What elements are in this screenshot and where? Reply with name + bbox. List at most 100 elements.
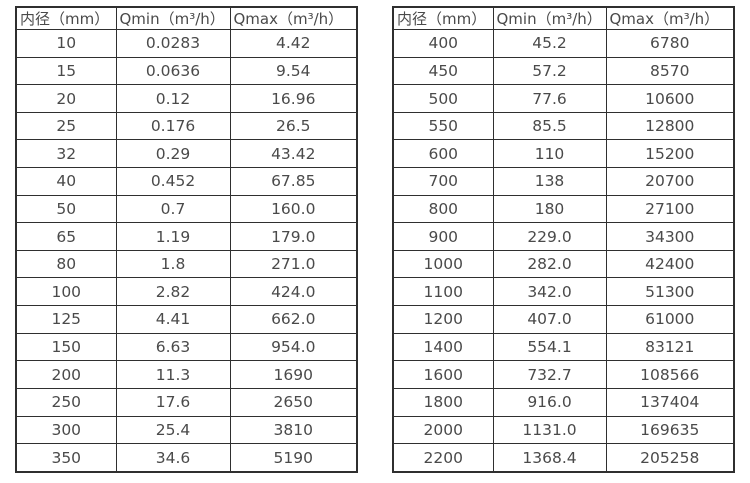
table-cell: 732.7 — [492, 360, 607, 389]
table-row: 600 110 15200 — [392, 139, 735, 169]
table-row: 1000 282.0 42400 — [392, 249, 735, 279]
table-row: 300 25.4 3810 — [15, 415, 358, 445]
table-cell: 1.19 — [115, 222, 231, 251]
col-header-qmin: Qmin（m³/h） — [492, 6, 607, 30]
table-row: 500 77.6 10600 — [392, 84, 735, 113]
table-cell: 15 — [15, 56, 117, 86]
table-cell: 138 — [492, 167, 607, 196]
table-cell: 42400 — [605, 249, 735, 279]
table-cell: 25.4 — [115, 415, 231, 445]
table-cell: 34300 — [605, 222, 735, 251]
table-cell: 554.1 — [492, 332, 607, 362]
table-cell: 229.0 — [492, 222, 607, 251]
table-cell: 17.6 — [115, 387, 231, 417]
table-cell: 1000 — [392, 249, 494, 279]
table-cell: 32 — [15, 139, 117, 169]
table-cell: 1100 — [392, 277, 494, 307]
table-cell: 4.41 — [115, 305, 231, 334]
table-cell: 700 — [392, 167, 494, 196]
table-cell: 400 — [392, 29, 494, 58]
table-cell: 0.7 — [115, 194, 231, 224]
table-cell: 2.82 — [115, 277, 231, 307]
table-row: 50 0.7 160.0 — [15, 194, 358, 224]
table-row: 20 0.12 16.96 — [15, 84, 358, 113]
table-cell: 150 — [15, 332, 117, 362]
table-cell: 1368.4 — [492, 443, 607, 473]
table-row: 800 180 27100 — [392, 194, 735, 224]
table-cell: 424.0 — [229, 277, 358, 307]
table-row: 350 34.6 5190 — [15, 443, 358, 473]
col-header-qmax: Qmax（m³/h） — [229, 6, 358, 30]
table-row: 40 0.452 67.85 — [15, 167, 358, 196]
page: 内径（mm） Qmin（m³/h） Qmax（m³/h） 10 0.0283 4.4… — [15, 6, 735, 473]
flow-spec-table-large-diameters: 内径（mm） Qmin（m³/h） Qmax（m³/h） 400 45.2 6780… — [392, 6, 735, 473]
table-cell: 2650 — [229, 387, 358, 417]
table-cell: 300 — [15, 415, 117, 445]
table-cell: 179.0 — [229, 222, 358, 251]
table-row: 550 85.5 12800 — [392, 111, 735, 141]
table-cell: 342.0 — [492, 277, 607, 307]
table-cell: 26.5 — [229, 111, 358, 141]
table-row: 250 17.6 2650 — [15, 387, 358, 417]
table-row: 2200 1368.4 205258 — [392, 443, 735, 473]
table-cell: 20 — [15, 84, 117, 113]
table-cell: 271.0 — [229, 249, 358, 279]
table-cell: 0.452 — [115, 167, 231, 196]
table-cell: 20700 — [605, 167, 735, 196]
table-cell: 1600 — [392, 360, 494, 389]
table-cell: 16.96 — [229, 84, 358, 113]
table-cell: 2200 — [392, 443, 494, 473]
table-cell: 4.42 — [229, 29, 358, 58]
table-cell: 180 — [492, 194, 607, 224]
table-cell: 100 — [15, 277, 117, 307]
table-cell: 0.0636 — [115, 56, 231, 86]
table-cell: 15200 — [605, 139, 735, 169]
col-header-diameter: 内径（mm） — [392, 6, 494, 30]
table-cell: 0.0283 — [115, 29, 231, 58]
table-cell: 67.85 — [229, 167, 358, 196]
table-header: 内径（mm） Qmin（m³/h） Qmax（m³/h） — [392, 6, 735, 30]
table-cell: 10600 — [605, 84, 735, 113]
table-row: 400 45.2 6780 — [392, 29, 735, 58]
table-cell: 8570 — [605, 56, 735, 86]
table-row: 700 138 20700 — [392, 167, 735, 196]
table-row: 1400 554.1 83121 — [392, 332, 735, 362]
table-cell: 61000 — [605, 305, 735, 334]
table-header: 内径（mm） Qmin（m³/h） Qmax（m³/h） — [15, 6, 358, 30]
table-row: 10 0.0283 4.42 — [15, 29, 358, 58]
table-row: 1600 732.7 108566 — [392, 360, 735, 389]
table-row: 15 0.0636 9.54 — [15, 56, 358, 86]
table-cell: 6.63 — [115, 332, 231, 362]
table-cell: 27100 — [605, 194, 735, 224]
table-cell: 45.2 — [492, 29, 607, 58]
table-cell: 110 — [492, 139, 607, 169]
table-cell: 662.0 — [229, 305, 358, 334]
table-cell: 137404 — [605, 387, 735, 417]
table-cell: 65 — [15, 222, 117, 251]
table-cell: 125 — [15, 305, 117, 334]
table-cell: 85.5 — [492, 111, 607, 141]
table-cell: 250 — [15, 387, 117, 417]
table-body: 10 0.0283 4.42 15 0.0636 9.54 20 0.12 16.96 25 0.1… — [15, 29, 358, 473]
table-cell: 40 — [15, 167, 117, 196]
table-cell: 43.42 — [229, 139, 358, 169]
col-header-qmax: Qmax（m³/h） — [605, 6, 735, 30]
table-row: 65 1.19 179.0 — [15, 222, 358, 251]
table-cell: 1.8 — [115, 249, 231, 279]
table-cell: 3810 — [229, 415, 358, 445]
table-cell: 205258 — [605, 443, 735, 473]
table-cell: 108566 — [605, 360, 735, 389]
table-cell: 350 — [15, 443, 117, 473]
table-cell: 200 — [15, 360, 117, 389]
flow-spec-table-small-diameters: 内径（mm） Qmin（m³/h） Qmax（m³/h） 10 0.0283 4.4… — [15, 6, 358, 473]
col-header-qmin: Qmin（m³/h） — [115, 6, 231, 30]
table-row: 150 6.63 954.0 — [15, 332, 358, 362]
table-cell: 11.3 — [115, 360, 231, 389]
table-cell: 6780 — [605, 29, 735, 58]
table-cell: 80 — [15, 249, 117, 279]
table-cell: 450 — [392, 56, 494, 86]
table-cell: 0.29 — [115, 139, 231, 169]
table-cell: 160.0 — [229, 194, 358, 224]
table-cell: 0.12 — [115, 84, 231, 113]
table-cell: 5190 — [229, 443, 358, 473]
